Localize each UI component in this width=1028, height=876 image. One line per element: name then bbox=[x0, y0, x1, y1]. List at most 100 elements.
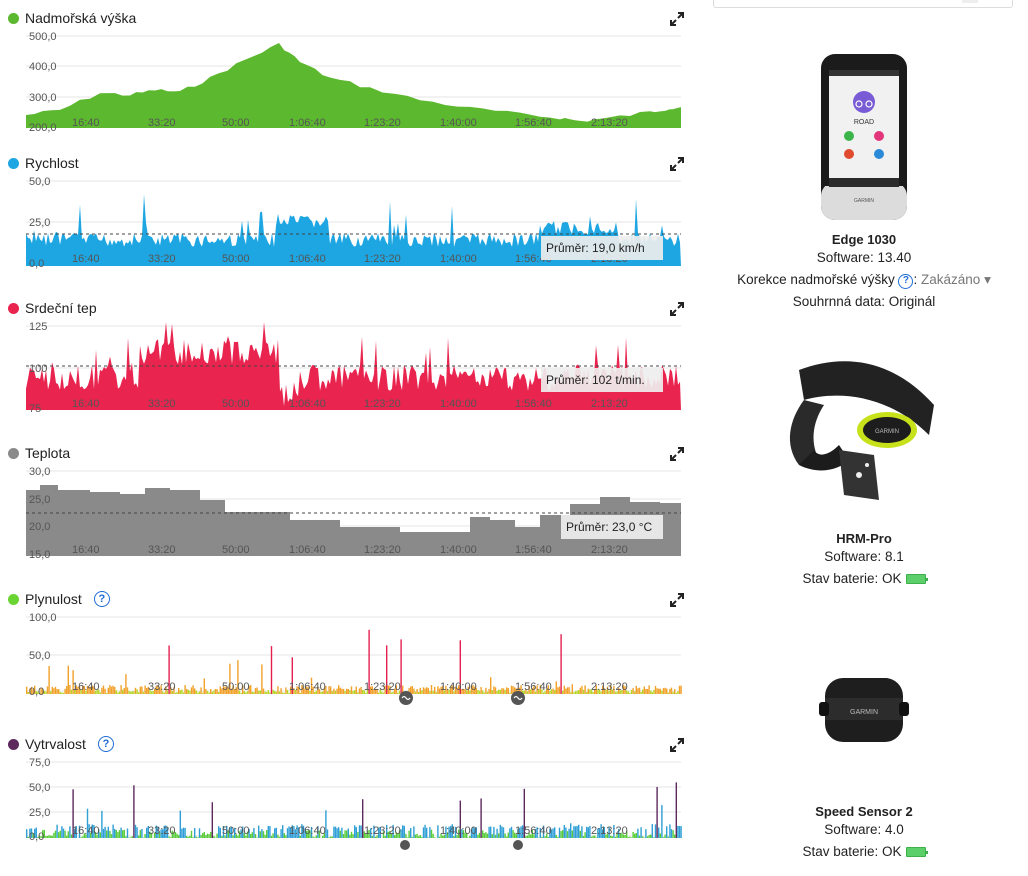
data-bar bbox=[362, 690, 364, 694]
data-bar bbox=[85, 834, 87, 838]
grit-chart[interactable]: 75,0 50,0 25,0 0,0 16:40 33:20 50:00 1:06:40 1:2… bbox=[0, 726, 690, 862]
speed-chart[interactable]: 50,0 25,0 0,0 16:40 33:20 50:00 1:06:40 1:23:20… bbox=[0, 145, 690, 281]
correction-help-icon[interactable]: ? bbox=[898, 273, 914, 289]
data-bar bbox=[302, 825, 305, 838]
data-bar bbox=[296, 825, 298, 838]
data-bar bbox=[219, 827, 221, 838]
data-bar bbox=[592, 835, 594, 838]
expand-icon[interactable] bbox=[670, 738, 684, 752]
device-software: Software: 4.0 bbox=[824, 822, 904, 837]
data-bar bbox=[626, 690, 628, 694]
data-bar bbox=[638, 835, 641, 838]
data-bar bbox=[194, 828, 196, 838]
data-bar bbox=[482, 830, 484, 838]
data-bar bbox=[653, 837, 655, 838]
data-bar bbox=[605, 689, 607, 694]
data-bar bbox=[438, 836, 441, 838]
edge-brand-text: GARMIN bbox=[854, 198, 874, 204]
data-bar bbox=[642, 836, 644, 838]
data-bar bbox=[510, 685, 513, 694]
data-bar bbox=[258, 690, 260, 694]
grit-help-icon[interactable]: ? bbox=[97, 736, 114, 752]
data-bar bbox=[197, 837, 199, 838]
data-bar bbox=[75, 826, 77, 838]
data-bar bbox=[504, 833, 506, 838]
data-bar bbox=[624, 686, 626, 694]
flow-chart[interactable]: 100,0 50,0 0,0 16:40 33:20 50:00 1:06:40 1:23:2… bbox=[0, 581, 690, 717]
data-bar bbox=[154, 689, 156, 694]
data-bar bbox=[498, 689, 500, 694]
data-bar bbox=[614, 836, 617, 838]
data-bar bbox=[573, 826, 575, 838]
data-bar bbox=[429, 827, 431, 838]
data-bar bbox=[170, 837, 172, 838]
temperature-chart[interactable]: 30,0 25,0 20,0 15,0 16:40 33:20 50:00 1:06:40 1:… bbox=[0, 435, 690, 571]
x-tick-label: 1:06:40 bbox=[289, 253, 326, 265]
data-bar bbox=[395, 685, 397, 694]
expand-icon[interactable] bbox=[670, 12, 684, 26]
data-bar bbox=[128, 837, 130, 838]
temperature-header: Teplota bbox=[8, 441, 70, 465]
data-bar bbox=[83, 833, 85, 838]
data-bar bbox=[350, 831, 353, 838]
data-bar bbox=[339, 687, 341, 694]
data-bar bbox=[397, 833, 399, 838]
expand-icon[interactable] bbox=[670, 593, 684, 607]
data-bar bbox=[438, 688, 441, 694]
data-bar bbox=[389, 685, 391, 694]
data-bar bbox=[134, 824, 137, 838]
x-tick-label: 33:20 bbox=[148, 681, 176, 693]
data-bar bbox=[333, 826, 335, 838]
expand-icon[interactable] bbox=[670, 302, 684, 316]
data-bar bbox=[88, 824, 90, 838]
x-tick-label: 2:13:20 bbox=[591, 681, 628, 693]
x-tick-label: 1:06:40 bbox=[289, 681, 326, 693]
data-bar bbox=[514, 832, 516, 838]
heart-rate-chart[interactable]: 125 100 75 16:40 33:20 50:00 1:06:40 1:23:20 1:4… bbox=[0, 290, 690, 426]
data-bar bbox=[187, 837, 189, 838]
average-label: Průměr: 19,0 km/h bbox=[546, 241, 645, 255]
flow-help-icon[interactable]: ? bbox=[93, 591, 110, 607]
battery-icon bbox=[905, 847, 928, 857]
expand-icon[interactable] bbox=[670, 447, 684, 461]
expand-icon[interactable] bbox=[670, 157, 684, 171]
data-bar bbox=[664, 834, 666, 838]
data-bar bbox=[307, 830, 309, 838]
data-bar bbox=[650, 834, 652, 838]
data-bar bbox=[168, 836, 170, 838]
data-bar bbox=[184, 827, 186, 838]
data-area bbox=[26, 194, 681, 266]
data-bar bbox=[234, 689, 236, 694]
event-marker-icon bbox=[400, 840, 410, 850]
data-bar bbox=[421, 690, 423, 694]
data-bar bbox=[446, 832, 449, 838]
data-bar bbox=[182, 827, 185, 838]
data-bar bbox=[576, 826, 578, 838]
data-bar bbox=[656, 688, 658, 694]
data-bar bbox=[40, 836, 42, 838]
elevation-chart[interactable]: 500,0 400,0 300,0 200,0 16:40 33:20 50:00 1:06:… bbox=[0, 0, 690, 136]
x-tick-label: 16:40 bbox=[72, 544, 100, 556]
data-bar bbox=[446, 689, 449, 694]
data-bar bbox=[357, 692, 359, 694]
data-bar bbox=[299, 692, 301, 694]
data-bar bbox=[379, 826, 381, 838]
devices-column: ROAD GARMIN Edge 1030 Software: 13.40 Ko… bbox=[700, 0, 1028, 876]
data-bar bbox=[98, 829, 100, 838]
data-bar bbox=[285, 687, 287, 694]
data-bar bbox=[643, 686, 645, 694]
data-bar bbox=[603, 826, 605, 838]
data-bar bbox=[114, 828, 116, 838]
data-bar bbox=[410, 686, 412, 694]
data-bar bbox=[232, 835, 234, 838]
data-bar bbox=[427, 688, 429, 694]
top-dropdown-box[interactable] bbox=[713, 0, 1013, 8]
data-bar bbox=[315, 835, 317, 838]
data-bar bbox=[579, 830, 581, 838]
data-bar bbox=[203, 678, 205, 694]
elevation-correction-dropdown[interactable]: Zakázáno ▾ bbox=[921, 272, 991, 287]
data-bar bbox=[621, 832, 623, 838]
data-bar bbox=[74, 829, 76, 838]
data-bar bbox=[539, 685, 541, 694]
y-tick-label: 0,0 bbox=[29, 258, 44, 270]
